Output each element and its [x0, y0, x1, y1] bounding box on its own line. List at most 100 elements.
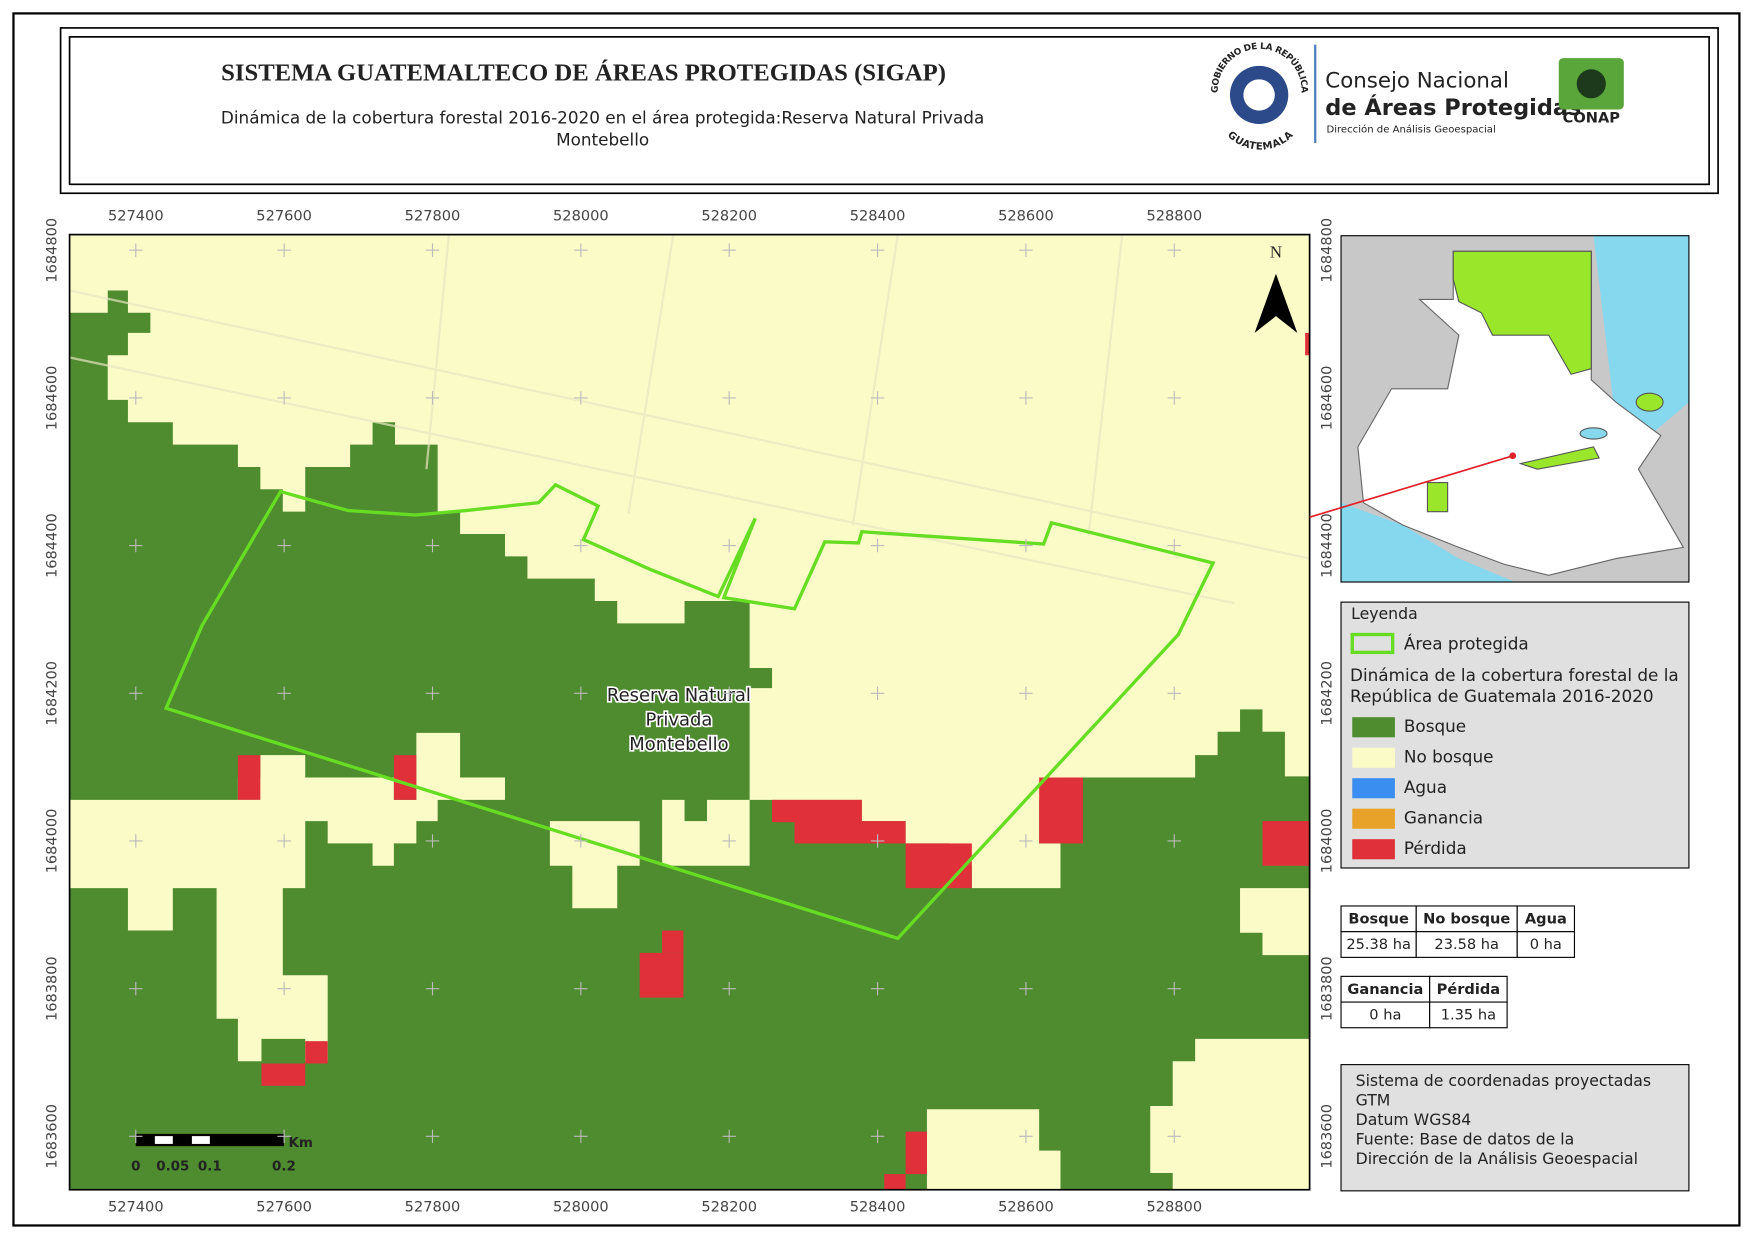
x-tick-label: 527400: [108, 208, 164, 225]
x-tick-label: 528200: [701, 208, 757, 225]
table-value: 1.35 ha: [1441, 1006, 1496, 1023]
scale-bar: 0 0.05 0.1 0.2 Km: [131, 1133, 313, 1174]
table-header: Bosque: [1348, 910, 1409, 927]
legend-label: Bosque: [1404, 716, 1466, 736]
conap-name: de Áreas Protegidas: [1325, 93, 1581, 121]
inset-protected: [1452, 250, 1592, 375]
table-value: 25.38 ha: [1346, 936, 1411, 953]
note-line: Dirección de la Análisis Geoespacial: [1356, 1149, 1638, 1168]
grid-cross: [425, 686, 440, 700]
loss: [772, 799, 862, 823]
grid-cross: [870, 686, 885, 700]
legend-label: Ganancia: [1404, 808, 1483, 828]
y-tick-label: 1684400: [1319, 513, 1336, 578]
grid-cross: [1167, 391, 1182, 405]
grid-cross: [722, 391, 736, 405]
x-tick-label: 528600: [998, 1199, 1054, 1216]
legend-swatch: [1352, 778, 1395, 799]
table-cell: [1429, 975, 1508, 1003]
loss: [261, 1063, 306, 1086]
grid-cross: [574, 243, 588, 257]
loss: [662, 930, 684, 953]
grid-cross: [1019, 538, 1033, 553]
grid-cross: [129, 981, 143, 996]
conap-subtitle: Dirección de Análisis Geoespacial: [1326, 124, 1495, 136]
inset-protected: [1635, 392, 1664, 412]
grid-cross: [870, 834, 885, 848]
title: SISTEMA GUATEMALTECO DE ÁREAS PROTEGIDAS…: [221, 59, 946, 87]
grid-cross: [425, 391, 440, 405]
grid-cross: [1167, 1129, 1182, 1144]
inset-protected: [1426, 482, 1449, 513]
legend-swatch: [1352, 747, 1395, 768]
table-value: 23.58 ha: [1434, 936, 1499, 953]
table-value: 0 ha: [1369, 1006, 1401, 1023]
grid-cross: [1019, 834, 1033, 848]
loss: [1305, 332, 1310, 356]
legend-title: Leyenda: [1351, 604, 1418, 623]
note-line: GTM: [1356, 1090, 1391, 1109]
grid-cross: [277, 981, 291, 996]
grid-cross: [425, 538, 440, 553]
non-forest: [69, 234, 1310, 889]
legend-label: No bosque: [1404, 747, 1494, 767]
loss: [884, 1174, 906, 1190]
legend-label: Pérdida: [1404, 838, 1467, 858]
inset-sea: [1593, 235, 1689, 436]
grid-cross: [425, 981, 440, 996]
grid-cross: [1019, 243, 1033, 257]
legend-label: Área protegida: [1404, 633, 1529, 654]
non-forest: [1240, 888, 1310, 956]
legend-swatch: [1352, 808, 1395, 829]
scale-bar-segment: [154, 1136, 173, 1144]
table-header: No bosque: [1423, 910, 1510, 927]
grid-cross: [1019, 1129, 1033, 1144]
inset-lake: [1579, 427, 1608, 440]
note-line: Datum WGS84: [1356, 1110, 1472, 1129]
table-cell: [1340, 975, 1431, 1003]
loss: [1262, 821, 1310, 866]
grid-cross: [425, 1129, 440, 1144]
legend-swatch: [1352, 717, 1395, 738]
y-tick-label: 1683600: [1319, 1104, 1336, 1169]
loss-cells: [237, 332, 1310, 1190]
inset-sea: [1341, 502, 1515, 583]
table-header: Pérdida: [1437, 981, 1500, 998]
grid-cross: [277, 243, 291, 257]
table-cell: [1516, 905, 1576, 933]
scale-label: 0: [131, 1159, 140, 1174]
grid-cross: [870, 538, 885, 553]
non-forest: [1150, 1038, 1310, 1190]
loss: [905, 843, 972, 889]
y-tick-label: 1684400: [44, 513, 61, 578]
grid-cross: [1019, 686, 1033, 700]
y-tick-label: 1684800: [44, 218, 61, 283]
y-tick-label: 1684200: [1319, 661, 1336, 726]
x-tick-label: 528600: [998, 208, 1054, 225]
grid-cross: [425, 834, 440, 848]
table-cell: [1340, 905, 1417, 933]
scale-bar-segment: [191, 1136, 210, 1144]
north-arrow: [1254, 273, 1298, 333]
x-tick-label: 528800: [1146, 208, 1202, 225]
loss: [1039, 777, 1083, 844]
loss: [639, 952, 684, 998]
grid-cross: [277, 1129, 291, 1144]
y-tick-label: 1684200: [44, 661, 61, 726]
table-cell: [1340, 1001, 1431, 1029]
grid-cross: [574, 686, 588, 700]
conap-logo: [1576, 69, 1606, 99]
grid-cross: [1167, 686, 1182, 700]
grid-cross: [1167, 834, 1182, 848]
y-tick-label: 1683800: [44, 956, 61, 1021]
loss: [905, 1131, 927, 1175]
y-tick-label: 1684000: [44, 809, 61, 874]
y-tick-label: 1684000: [1319, 809, 1336, 874]
area-label: Reserva Natural: [607, 685, 751, 706]
scale-label: 0.2: [272, 1159, 296, 1174]
government-text: GUATEMALA: [1225, 130, 1295, 153]
grid-cross: [574, 1129, 588, 1144]
subtitle: Dinámica de la cobertura forestal 2016-2…: [221, 107, 984, 127]
coat-of-arms: [1243, 79, 1275, 111]
